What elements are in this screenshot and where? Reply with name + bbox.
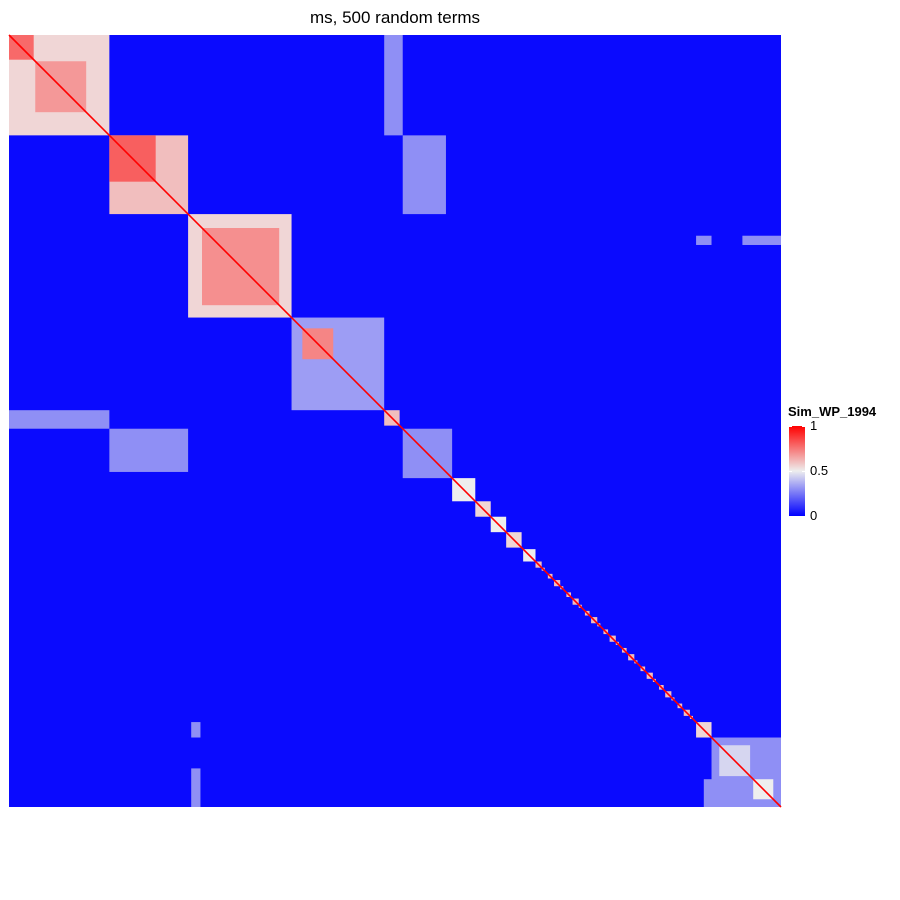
heatmap-offdiag-block <box>9 410 110 429</box>
heatmap-cells <box>8 34 782 808</box>
legend-tick-mark <box>802 471 805 472</box>
legend-tick-mark <box>789 516 792 517</box>
heatmap-offdiag-block <box>109 428 189 472</box>
legend-tick-mark <box>802 516 805 517</box>
heatmap-offdiag-block <box>742 235 781 245</box>
heatmap-offdiag-block <box>191 768 201 807</box>
heatmap-offdiag-block <box>384 35 403 136</box>
legend-tick-label: 1 <box>810 418 818 433</box>
legend-color-bar <box>789 426 805 516</box>
legend-tick-label: 0.5 <box>810 463 829 478</box>
heatmap-offdiag-block <box>402 135 446 215</box>
heatmap-offdiag-block <box>696 235 712 245</box>
legend-tick-mark <box>802 426 805 427</box>
heatmap-offdiag-block <box>191 722 201 738</box>
chart-title: ms, 500 random terms <box>309 8 481 27</box>
legend-tick-mark <box>789 426 792 427</box>
heatmap-offdiag-block <box>703 779 720 807</box>
legend-tick-label: 0 <box>810 508 818 523</box>
heatmap-diagonal <box>8 34 782 808</box>
heatmap-plot <box>8 34 782 808</box>
legend-tick-mark <box>789 471 792 472</box>
legend-title: Sim_WP_1994 <box>788 404 877 419</box>
